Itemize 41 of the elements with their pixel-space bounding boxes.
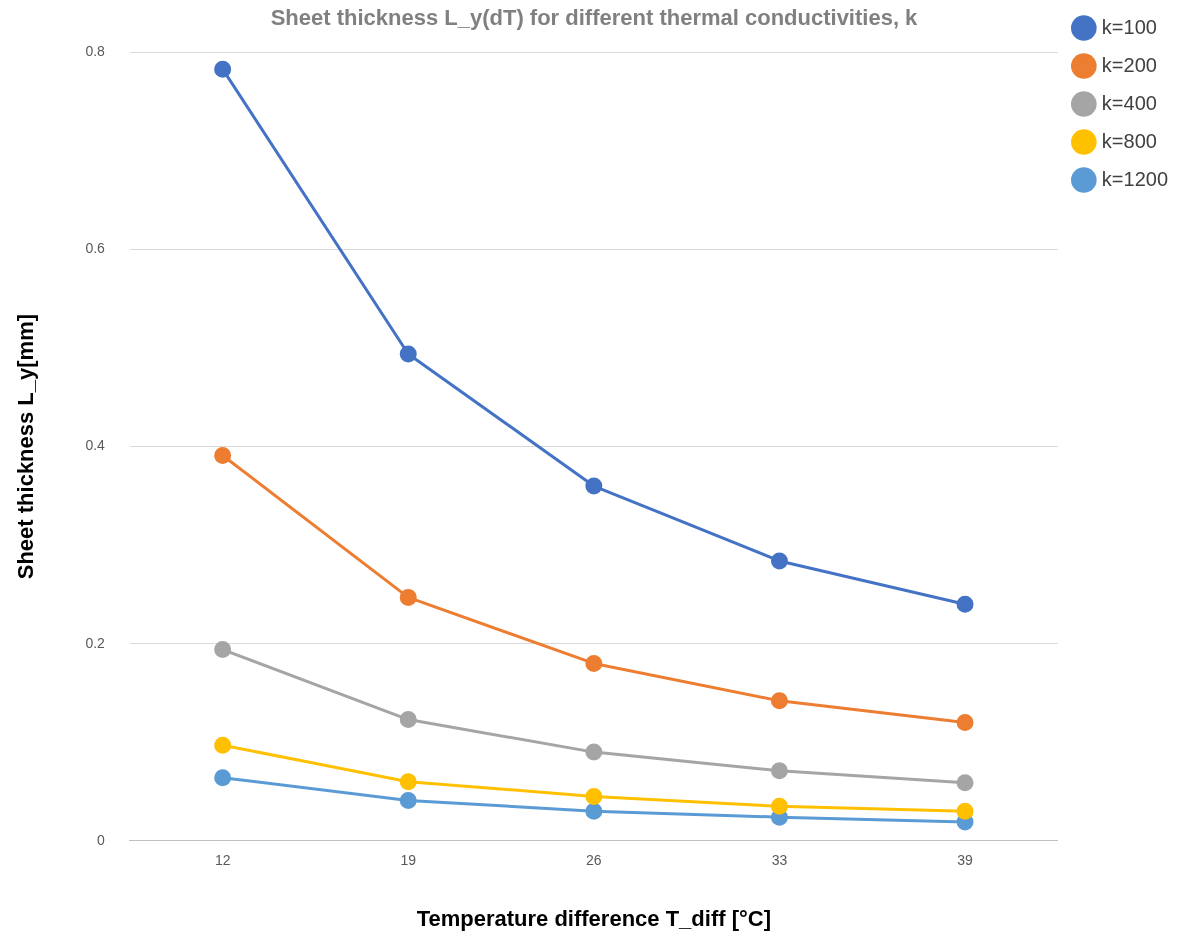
point bbox=[214, 60, 232, 78]
legend-label: k=400 bbox=[1101, 91, 1157, 114]
y-tick-label: 0 bbox=[97, 831, 106, 848]
y-tick-label: 0.6 bbox=[85, 240, 106, 257]
x-tick-label: 39 bbox=[957, 852, 974, 869]
point bbox=[214, 769, 232, 787]
chart-title: Sheet thickness L_y(dT) for different thermal conductivities, k bbox=[270, 5, 919, 31]
point bbox=[399, 345, 417, 363]
point bbox=[214, 736, 232, 754]
legend-label: k=1200 bbox=[1101, 167, 1168, 190]
y-tick-label: 0.8 bbox=[85, 43, 106, 60]
point bbox=[956, 802, 974, 820]
point bbox=[585, 654, 603, 672]
point bbox=[399, 711, 417, 729]
point bbox=[770, 692, 788, 710]
y-axis-title: Sheet thickness L_y[mm] bbox=[13, 313, 39, 580]
point bbox=[214, 641, 232, 659]
legend-label: k=800 bbox=[1101, 129, 1157, 152]
y-tick-label: 0.2 bbox=[85, 634, 106, 651]
point bbox=[770, 797, 788, 815]
point bbox=[770, 762, 788, 780]
point bbox=[399, 773, 417, 791]
point bbox=[585, 477, 603, 495]
point bbox=[956, 595, 974, 613]
x-tick-label: 33 bbox=[771, 852, 788, 869]
point bbox=[956, 774, 974, 792]
point bbox=[585, 743, 603, 761]
x-tick-label: 19 bbox=[400, 852, 417, 869]
legend-label: k=200 bbox=[1101, 53, 1157, 76]
point bbox=[214, 446, 232, 464]
legend-label: k=100 bbox=[1101, 15, 1157, 38]
point bbox=[956, 714, 974, 732]
point bbox=[399, 791, 417, 809]
point bbox=[585, 787, 603, 805]
x-tick-label: 26 bbox=[586, 852, 602, 869]
point bbox=[399, 588, 417, 606]
x-axis-title: Temperature difference T_diff [°C] bbox=[416, 905, 772, 931]
y-tick-label: 0.4 bbox=[85, 437, 106, 454]
point bbox=[770, 552, 788, 570]
x-tick-label: 12 bbox=[214, 852, 231, 869]
point bbox=[585, 802, 603, 820]
